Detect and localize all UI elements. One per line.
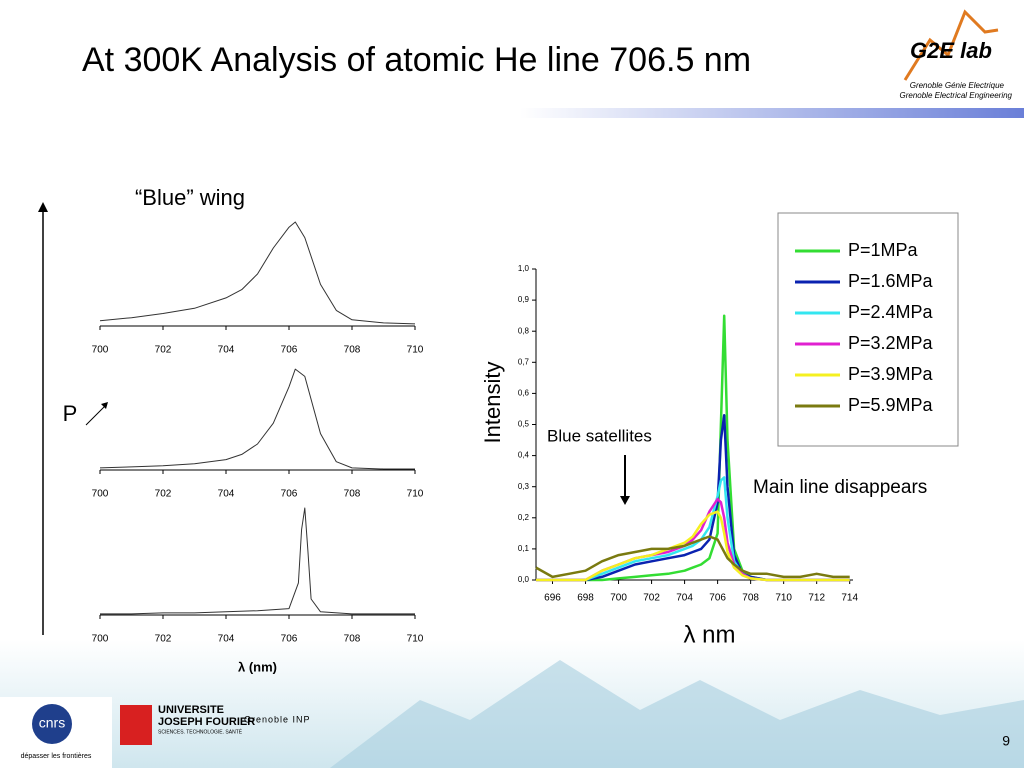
- inp-logo: Grenoble INP: [244, 714, 311, 724]
- x-tick-label: 704: [218, 634, 235, 645]
- legend-label: P=3.9MPa: [848, 364, 934, 384]
- y-tick-label: 0,2: [518, 513, 530, 522]
- y-tick-label: 0,3: [518, 482, 530, 491]
- x-tick-label: 696: [544, 593, 561, 604]
- y-tick-label: 0,1: [518, 544, 530, 553]
- annotation: “Blue” wing: [135, 185, 245, 210]
- data-line: [535, 535, 850, 579]
- arrow-head: [38, 202, 48, 212]
- x-tick-label: 704: [676, 593, 693, 604]
- logo-lab-line: Grenoble Génie Electrique: [910, 81, 1005, 90]
- x-axis-label: λ (nm): [238, 659, 277, 674]
- data-line: [100, 507, 415, 615]
- arrow-head: [620, 496, 630, 505]
- arrow-head: [101, 402, 108, 409]
- y-tick-label: 0,7: [518, 357, 530, 366]
- y-tick-label: 0,4: [518, 451, 530, 460]
- x-tick-label: 710: [407, 345, 424, 356]
- data-line: [99, 221, 416, 325]
- y-axis-label: Intensity: [480, 362, 505, 444]
- logo-lab-line: Grenoble Electrical Engineering: [899, 91, 1012, 100]
- title-bar: [520, 108, 1024, 118]
- legend-label: P=1.6MPa: [848, 271, 934, 291]
- legend-label: P=2.4MPa: [848, 302, 934, 322]
- ujf-text: JOSEPH FOURIER: [158, 716, 255, 728]
- y-tick-label: 1,0: [518, 264, 530, 273]
- x-tick-label: 708: [344, 489, 361, 500]
- pressure-label: P: [63, 401, 78, 426]
- x-tick-label: 702: [155, 345, 172, 356]
- x-tick-label: 704: [218, 345, 235, 356]
- x-tick-label: 710: [407, 634, 424, 645]
- x-tick-label: 712: [808, 593, 825, 604]
- x-tick-label: 706: [281, 345, 298, 356]
- x-tick-label: 700: [92, 345, 109, 356]
- logo-lab: G2E lab: [910, 38, 992, 63]
- annotation: Blue satellites: [547, 426, 652, 445]
- x-tick-label: 706: [281, 489, 298, 500]
- x-tick-label: 702: [155, 489, 172, 500]
- y-tick-label: 0,6: [518, 389, 530, 398]
- x-tick-label: 706: [709, 593, 726, 604]
- x-tick-label: 700: [92, 489, 109, 500]
- data-line: [536, 510, 850, 582]
- x-tick-label: 710: [407, 489, 424, 500]
- page-number: 9: [1002, 733, 1010, 749]
- pressure-arrow-small: [85, 404, 107, 426]
- ujf-text: SCIENCES. TECHNOLOGIE. SANTÉ: [158, 728, 243, 735]
- x-tick-label: 714: [841, 593, 858, 604]
- mountains: [330, 660, 1024, 768]
- cnrs-text: cnrs: [39, 715, 65, 731]
- x-tick-label: 702: [155, 634, 172, 645]
- x-tick-label: 708: [742, 593, 759, 604]
- x-tick-label: 706: [281, 634, 298, 645]
- x-tick-label: 704: [218, 489, 235, 500]
- legend-label: P=5.9MPa: [848, 395, 934, 415]
- x-tick-label: 702: [643, 593, 660, 604]
- data-line: [99, 368, 415, 470]
- cnrs-motto: dépasser les frontières: [21, 753, 92, 760]
- x-tick-label: 700: [92, 634, 109, 645]
- annotation: Main line disappears: [753, 477, 927, 498]
- legend-label: P=1MPa: [848, 240, 919, 260]
- x-tick-label: 708: [344, 345, 361, 356]
- x-axis-label: λ nm: [683, 621, 735, 648]
- logo-icon: [903, 9, 999, 81]
- x-tick-label: 700: [610, 593, 627, 604]
- slide-title: At 300K Analysis of atomic He line 706.5…: [82, 41, 751, 79]
- y-tick-label: 0,8: [518, 326, 530, 335]
- cnrs-logo: [32, 704, 72, 744]
- ujf-logo: [120, 705, 152, 745]
- x-tick-label: 698: [577, 593, 594, 604]
- y-tick-label: 0,9: [518, 295, 530, 304]
- x-tick-label: 708: [344, 634, 361, 645]
- ujf-text: UNIVERSITE: [158, 704, 224, 716]
- legend-label: P=3.2MPa: [848, 333, 934, 353]
- y-tick-label: 0,5: [518, 420, 530, 429]
- y-tick-label: 0,0: [518, 575, 530, 584]
- x-tick-label: 710: [775, 593, 792, 604]
